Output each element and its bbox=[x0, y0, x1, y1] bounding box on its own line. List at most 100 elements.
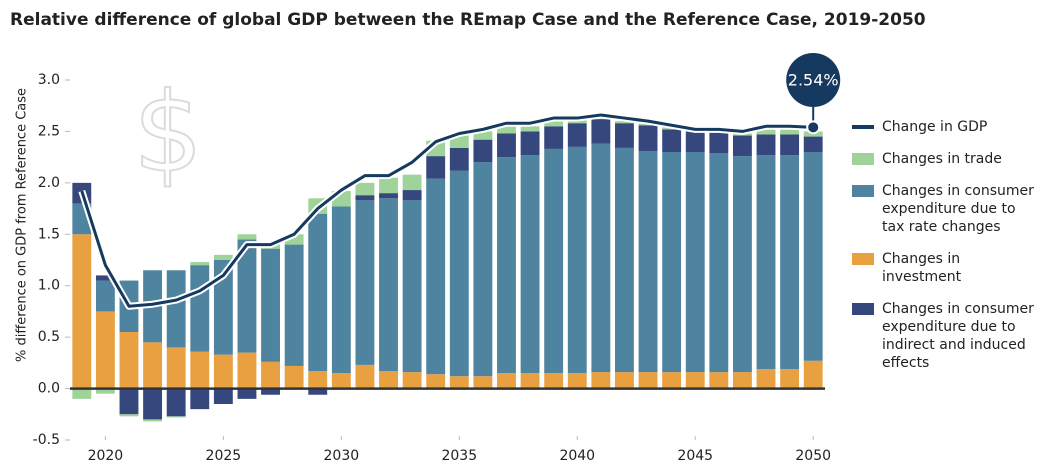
bar-segment bbox=[143, 388, 163, 420]
bar-segment bbox=[355, 195, 375, 201]
bar-segment bbox=[685, 372, 705, 389]
bar-segment bbox=[166, 270, 186, 348]
bar-segment bbox=[402, 372, 422, 389]
bar-segment bbox=[520, 126, 540, 132]
bar-segment bbox=[497, 373, 516, 389]
bar-segment bbox=[95, 311, 115, 389]
x-tick-label: 2045 bbox=[677, 448, 713, 464]
y-tick-label: 0.0 bbox=[38, 381, 60, 397]
dollar-sign: $ bbox=[133, 68, 203, 196]
bar-segment bbox=[213, 354, 233, 389]
annotation-bubble bbox=[786, 53, 841, 107]
y-tick-label: 2.0 bbox=[38, 175, 60, 191]
bar-segment bbox=[662, 152, 682, 373]
bar-segment bbox=[119, 332, 139, 389]
y-tick-label: 0.5 bbox=[38, 329, 60, 345]
legend-item: Changes in consumer expenditure due to t… bbox=[852, 182, 1037, 236]
legend: Change in GDP Changes in trade Changes in … bbox=[852, 118, 1037, 386]
bar-segment bbox=[732, 135, 752, 157]
bar-segment bbox=[95, 388, 115, 394]
bar-segment bbox=[756, 134, 776, 156]
bar-segment bbox=[190, 388, 210, 410]
annotation-label: 2.54% bbox=[788, 71, 839, 90]
legend-swatch bbox=[852, 303, 874, 315]
bar-segment bbox=[520, 373, 540, 389]
bar-segment bbox=[284, 365, 304, 389]
bar-segment bbox=[355, 182, 375, 196]
bar-segment bbox=[190, 262, 210, 266]
x-tick-label: 2050 bbox=[795, 448, 831, 464]
y-tick-label: -0.5 bbox=[33, 432, 60, 448]
bar-segment bbox=[166, 416, 186, 418]
bar-segment bbox=[379, 177, 398, 194]
bar-segment bbox=[615, 147, 634, 373]
bar-segment bbox=[449, 170, 469, 377]
bar-segment bbox=[166, 347, 186, 389]
gdp-line bbox=[80, 113, 814, 308]
bar-segment bbox=[143, 342, 163, 389]
legend-item: Changes in consumer expenditure due to i… bbox=[852, 300, 1037, 372]
y-tick-label: 2.5 bbox=[38, 123, 60, 139]
bar-segment bbox=[213, 260, 233, 355]
bar-segment bbox=[119, 414, 139, 417]
bar-segment bbox=[756, 129, 776, 135]
bar-segment bbox=[497, 126, 516, 134]
bar-segment bbox=[379, 198, 398, 372]
bar-segment bbox=[544, 126, 564, 149]
bar-segment bbox=[615, 123, 634, 148]
bar-segment bbox=[591, 119, 611, 144]
x-tick-label: 2020 bbox=[88, 448, 124, 464]
bar-segment bbox=[591, 143, 611, 373]
bar-segment bbox=[709, 372, 729, 389]
y-tick-label: 3.0 bbox=[38, 72, 60, 88]
y-tick-label: 1.5 bbox=[38, 226, 60, 242]
bar-segment bbox=[544, 121, 564, 127]
bar-segment bbox=[284, 234, 304, 245]
legend-label: Changes in investment bbox=[882, 251, 962, 285]
bar-segment bbox=[402, 174, 422, 191]
bar-segment bbox=[803, 360, 823, 389]
legend-label: Changes in trade bbox=[882, 151, 1002, 167]
bar-segment bbox=[662, 372, 682, 389]
bar-segment bbox=[685, 152, 705, 373]
bar-segment bbox=[402, 200, 422, 373]
bar-segment bbox=[261, 361, 280, 389]
bar-segment bbox=[544, 373, 564, 389]
bar-segment bbox=[190, 265, 210, 352]
legend-swatch bbox=[852, 253, 874, 265]
bar-segment bbox=[780, 134, 800, 156]
bar-segment bbox=[567, 373, 587, 389]
bar-segment bbox=[473, 131, 493, 140]
chart-title: Relative difference of global GDP betwee… bbox=[10, 10, 926, 30]
bar-segment bbox=[426, 178, 446, 375]
bar-segment bbox=[449, 147, 469, 171]
bar-segment bbox=[662, 129, 682, 152]
bar-segment bbox=[379, 193, 398, 199]
bar-segment bbox=[308, 371, 328, 389]
bar-segment bbox=[402, 190, 422, 201]
x-tick-label: 2040 bbox=[559, 448, 595, 464]
legend-item: Changes in trade bbox=[852, 150, 1037, 168]
bar-segment bbox=[615, 372, 634, 389]
bar-segment bbox=[497, 133, 516, 158]
x-tick-label: 2035 bbox=[441, 448, 477, 464]
bar-segment bbox=[379, 371, 398, 389]
bar-segment bbox=[638, 372, 658, 389]
bar-segment bbox=[355, 200, 375, 365]
bar-segment bbox=[732, 372, 752, 389]
bar-segment bbox=[520, 131, 540, 156]
bar-segment bbox=[803, 136, 823, 152]
bar-segment bbox=[638, 125, 658, 151]
bar-segment bbox=[567, 120, 587, 124]
y-tick-label: 1.0 bbox=[38, 278, 60, 294]
bar-segment bbox=[473, 139, 493, 163]
bar-segment bbox=[143, 419, 163, 422]
bar-segment bbox=[426, 156, 446, 179]
bar-segment bbox=[685, 131, 705, 152]
legend-swatch bbox=[852, 153, 874, 165]
dollar-icon: $ bbox=[132, 67, 204, 197]
legend-label: Changes in consumer expenditure due to t… bbox=[882, 183, 1034, 235]
bar-segment bbox=[237, 388, 257, 399]
bar-segment bbox=[473, 162, 493, 377]
